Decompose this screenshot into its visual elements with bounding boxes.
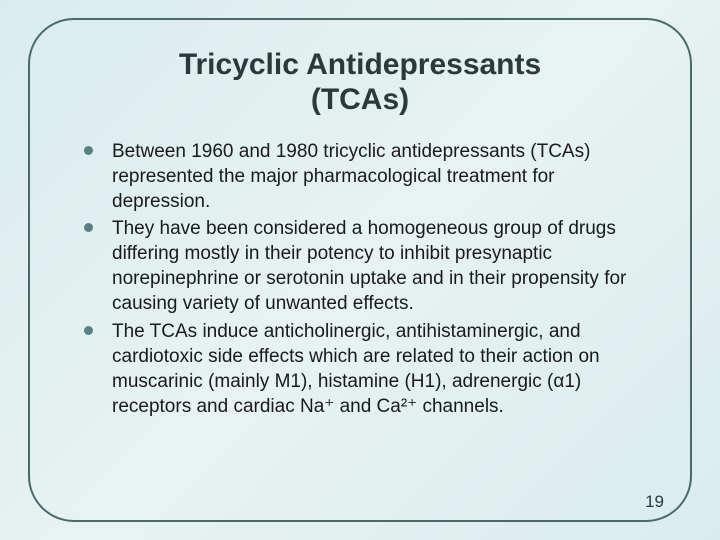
- page-number: 19: [645, 492, 664, 512]
- list-item: The TCAs induce anticholinergic, antihis…: [78, 319, 650, 419]
- slide-frame: Tricyclic Antidepressants (TCAs) Between…: [28, 18, 692, 522]
- title-line-2: (TCAs): [311, 83, 409, 116]
- list-item: Between 1960 and 1980 tricyclic antidepr…: [78, 139, 650, 214]
- list-item: They have been considered a homogeneous …: [78, 216, 650, 316]
- slide-title: Tricyclic Antidepressants (TCAs): [70, 48, 650, 117]
- bullet-list: Between 1960 and 1980 tricyclic antidepr…: [70, 139, 650, 496]
- title-line-1: Tricyclic Antidepressants: [179, 48, 541, 81]
